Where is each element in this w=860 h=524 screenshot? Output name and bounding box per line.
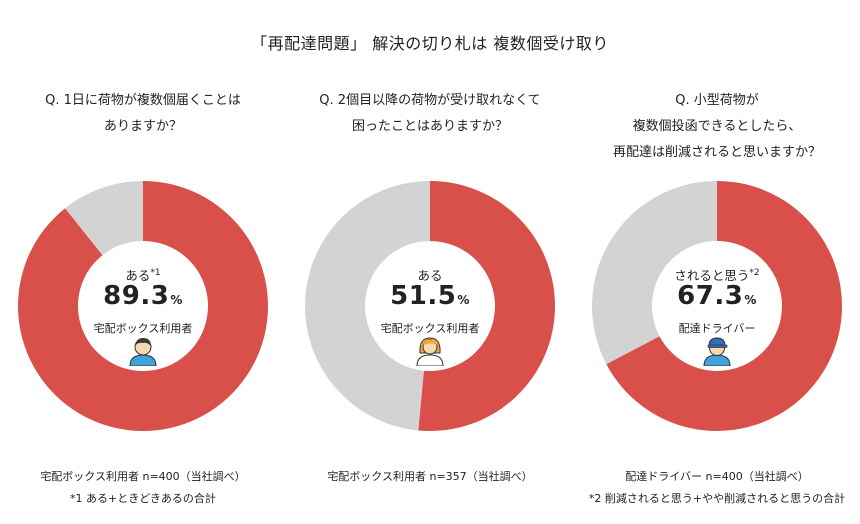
question-line: ありますか？ <box>103 119 182 134</box>
value-unit: % <box>744 293 757 307</box>
donut-slice-primary <box>418 181 555 431</box>
respondent-label: 配達ドライバー <box>678 322 756 335</box>
percentage-value: 89.3% <box>0 281 286 311</box>
value-number: 67.3 <box>677 281 744 311</box>
value-unit: % <box>457 293 470 307</box>
answer-label-text: ある <box>125 268 151 283</box>
footnote-mark: *1 <box>150 267 161 278</box>
percentage-value: 51.5% <box>287 281 573 311</box>
answer-label-text: ある <box>417 268 443 283</box>
donut-slice-remainder <box>592 181 717 365</box>
sample-note: 宅配ボックス利用者 n=357（当社調べ） <box>327 470 533 483</box>
donut-chart <box>592 181 842 431</box>
answer-label-text: されると思う <box>674 268 750 283</box>
donut-slice-remainder <box>304 181 430 431</box>
question-line: Q. 1日に荷物が複数個届くことは <box>45 93 241 108</box>
donut-chart <box>304 181 555 431</box>
page-title: 「再配達問題」 解決の切り札は 複数個受け取り <box>251 34 609 53</box>
question-text: Q. 1日に荷物が複数個届くことは ありますか？ <box>0 88 286 140</box>
donut-slice-primary <box>606 181 842 431</box>
chart-panel-2: Q. 2個目以降の荷物が受け取れなくて 困ったことはありますか？ ある 51.5… <box>287 0 573 524</box>
question-line: Q. 2個目以降の荷物が受け取れなくて <box>319 93 541 108</box>
sample-note: 配達ドライバー n=400（当社調べ） <box>625 470 809 483</box>
value-unit: % <box>170 293 183 307</box>
respondent-label: 宅配ボックス利用者 <box>380 322 480 335</box>
answer-label: ある <box>287 265 573 284</box>
sample-note: 宅配ボックス利用者 n=400（当社調べ） <box>40 470 246 483</box>
footnote: *2 削減されると思う+やや削減されると思うの合計 <box>588 492 846 505</box>
value-number: 51.5 <box>390 281 457 311</box>
answer-label: ある*1 <box>0 265 286 284</box>
donut-chart <box>17 181 269 431</box>
value-number: 89.3 <box>103 281 170 311</box>
question-line: Q. 小型荷物が <box>675 93 759 108</box>
question-line: 再配達は削減されると思いますか？ <box>612 145 821 160</box>
question-line: 困ったことはありますか？ <box>351 119 508 134</box>
answer-label: されると思う*2 <box>574 265 860 284</box>
question-text: Q. 小型荷物が 複数個投函できるとしたら、 再配達は削減されると思いますか？ <box>574 88 860 166</box>
chart-panel-1: Q. 1日に荷物が複数個届くことは ありますか？ ある*1 89.3% 宅配ボッ… <box>0 0 286 524</box>
user-girl-icon <box>416 337 444 366</box>
donut-slice-remainder <box>65 181 143 256</box>
delivery-driver-icon <box>703 337 731 366</box>
user-boy-icon <box>129 338 157 366</box>
question-line: 複数個投函できるとしたら、 <box>632 119 802 134</box>
footnote: *1 ある+ときどきあるの合計 <box>70 492 216 505</box>
footnote-mark: *2 <box>749 267 760 278</box>
respondent-label: 宅配ボックス利用者 <box>93 322 193 335</box>
chart-panel-3: Q. 小型荷物が 複数個投函できるとしたら、 再配達は削減されると思いますか？ … <box>574 0 860 524</box>
question-text: Q. 2個目以降の荷物が受け取れなくて 困ったことはありますか？ <box>287 88 573 140</box>
percentage-value: 67.3% <box>574 281 860 311</box>
donut-slice-primary <box>17 181 269 431</box>
